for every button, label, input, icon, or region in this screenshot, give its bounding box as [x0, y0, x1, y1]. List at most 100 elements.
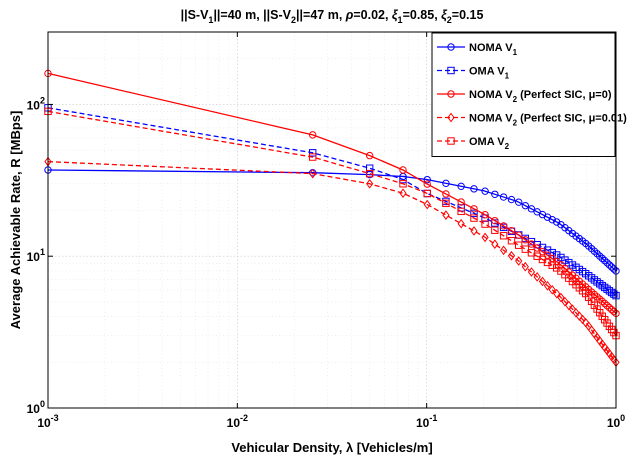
series-marker [308, 149, 317, 157]
series-marker [533, 272, 541, 282]
series-marker [507, 237, 516, 245]
series-marker [499, 245, 508, 256]
series-marker [491, 190, 499, 198]
series-marker [442, 179, 450, 188]
series-3 [44, 69, 620, 318]
series-marker [423, 189, 431, 198]
y-axis-label: Average Achievable Rate, R [MBps] [8, 111, 23, 330]
series-marker [470, 185, 478, 193]
series-marker [548, 284, 556, 295]
series-marker [399, 166, 407, 174]
series-marker [593, 278, 601, 286]
series-marker [527, 240, 536, 248]
series-marker [578, 314, 587, 325]
series-marker [548, 215, 556, 224]
series-marker [595, 252, 604, 260]
series-marker [499, 193, 508, 201]
series-marker [365, 164, 374, 172]
series-marker [399, 175, 407, 184]
series-marker [507, 227, 516, 235]
series-marker [527, 267, 536, 277]
series-marker [538, 248, 547, 256]
series-marker [309, 168, 317, 179]
series-marker [568, 304, 577, 315]
series-marker [572, 307, 580, 318]
chart-title: ||S-V1||=40 m, ||S-V2||=47 m, ρ=0.02, ξ1… [181, 8, 484, 25]
legend-entry-label: OMA V2 [469, 136, 510, 151]
series-marker [521, 201, 530, 210]
x-tick-label: 10-2 [227, 413, 248, 430]
legend-swatch-marker [447, 66, 455, 75]
series-marker [557, 292, 565, 303]
series-marker [607, 305, 616, 314]
series-marker [457, 207, 465, 216]
series-marker [457, 198, 465, 206]
series-marker [514, 231, 523, 239]
series-marker [538, 276, 547, 287]
series-marker [470, 205, 478, 213]
series-marker [521, 236, 530, 244]
series-marker [423, 175, 431, 184]
x-tick-label: 10-3 [37, 413, 58, 430]
series-marker [507, 195, 516, 204]
series-marker [521, 245, 530, 253]
series-marker [527, 205, 536, 213]
series-marker [423, 180, 431, 188]
series-marker [521, 261, 529, 272]
series-marker [365, 151, 374, 160]
series-marker [561, 256, 569, 264]
series-5 [44, 107, 620, 340]
series-marker [308, 153, 317, 161]
series-marker [515, 256, 523, 266]
series-marker [481, 211, 489, 219]
series-line [47, 160, 617, 363]
series-marker [557, 253, 565, 262]
series-marker [399, 180, 407, 188]
series-line [47, 110, 617, 336]
legend-swatch-marker [447, 137, 455, 145]
series-marker [553, 288, 561, 299]
series-marker [603, 259, 611, 267]
series-marker [543, 280, 552, 291]
plot-frame [47, 31, 617, 409]
series-marker [491, 216, 499, 225]
series-marker [442, 210, 450, 220]
series-marker [457, 182, 465, 191]
series-marker [561, 296, 569, 307]
series-marker [507, 250, 516, 261]
series-marker [600, 256, 609, 265]
legend-entry-label: NOMA V1 [469, 42, 518, 57]
series-marker [575, 311, 583, 321]
series-marker [603, 301, 611, 310]
series-marker [610, 307, 618, 316]
legend-swatch-marker [447, 43, 455, 51]
series-1 [44, 166, 620, 275]
series-marker [442, 190, 450, 198]
legend-entry-label: OMA V1 [469, 66, 510, 81]
series-marker [366, 178, 374, 189]
series-marker [538, 243, 547, 252]
series-marker [423, 199, 431, 210]
legend-swatch-marker [447, 112, 455, 123]
series-marker [308, 131, 317, 139]
series-marker [491, 239, 499, 250]
series-marker [470, 226, 478, 236]
series-marker [491, 226, 499, 234]
legend-entry-label: NOMA V2 (Perfect SIC, μ=0) [469, 89, 612, 104]
series-marker [514, 241, 523, 249]
series-line [47, 72, 617, 314]
series-marker [399, 188, 407, 199]
series-marker [593, 249, 601, 258]
series-marker [595, 295, 604, 303]
y-tick-label: 100 [27, 399, 45, 416]
legend-entry-label: NOMA V2 (Perfect SIC, μ=0.01) [469, 113, 627, 128]
x-axis-label: Vehicular Density, λ [Vehicles/m] [231, 440, 432, 455]
series-marker [548, 261, 556, 269]
series-marker [470, 214, 478, 222]
y-tick-label: 102 [27, 95, 45, 112]
series-marker [365, 169, 374, 178]
series-marker [514, 198, 523, 206]
series-marker [598, 297, 606, 306]
series-marker [457, 218, 465, 229]
series-marker [499, 232, 508, 240]
